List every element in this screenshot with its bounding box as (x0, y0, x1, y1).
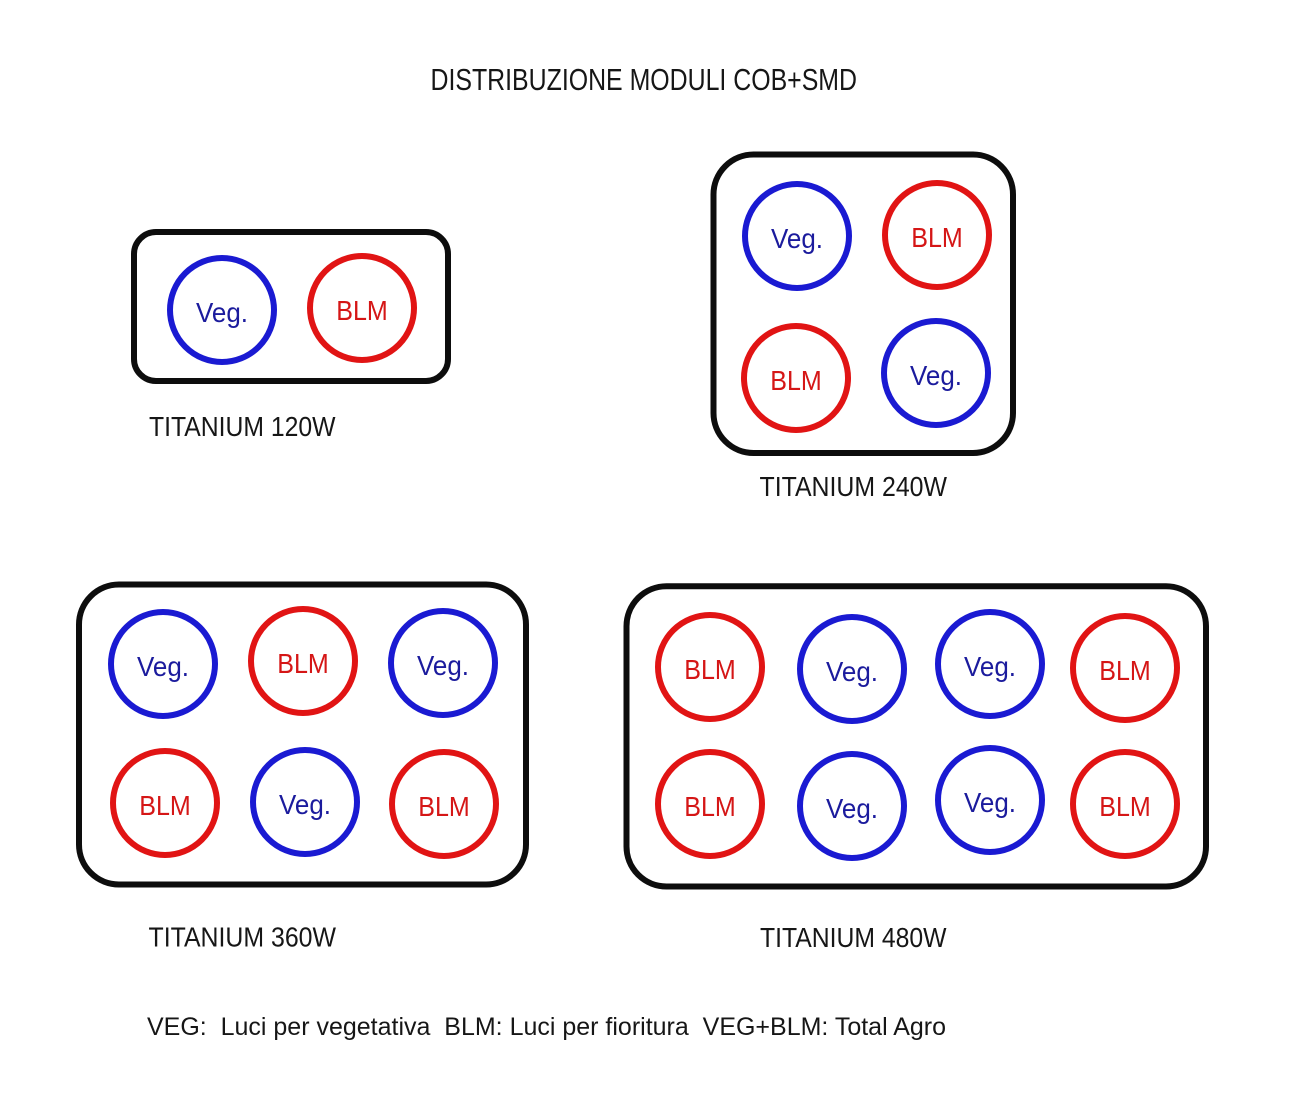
svg-text:Veg.: Veg. (279, 789, 331, 820)
svg-text:Veg.: Veg. (196, 297, 248, 328)
svg-text:BLM: BLM (1099, 655, 1151, 686)
svg-text:BLM: BLM (684, 654, 736, 685)
svg-text:Veg.: Veg. (137, 651, 189, 682)
svg-text:TITANIUM 240W: TITANIUM 240W (760, 471, 948, 502)
svg-text:Veg.: Veg. (826, 656, 878, 687)
svg-text:Veg.: Veg. (417, 650, 469, 681)
svg-text:BLM: BLM (418, 791, 470, 822)
svg-text:DISTRIBUZIONE MODULI COB+SMD: DISTRIBUZIONE MODULI COB+SMD (431, 63, 858, 97)
svg-text:VEG: Luci per vegetativa BLM: VEG: Luci per vegetativa BLM: Luci per f… (147, 1013, 946, 1041)
svg-text:TITANIUM 120W: TITANIUM 120W (149, 411, 336, 442)
svg-text:BLM: BLM (139, 790, 191, 821)
svg-text:Veg.: Veg. (771, 223, 823, 254)
svg-text:Veg.: Veg. (964, 787, 1016, 818)
svg-text:Veg.: Veg. (826, 793, 878, 824)
svg-text:Veg.: Veg. (964, 651, 1016, 682)
svg-text:TITANIUM 360W: TITANIUM 360W (149, 922, 337, 953)
svg-text:Veg.: Veg. (910, 360, 962, 391)
svg-text:BLM: BLM (684, 791, 736, 822)
svg-text:BLM: BLM (770, 365, 822, 396)
svg-text:BLM: BLM (1099, 791, 1151, 822)
svg-text:BLM: BLM (911, 222, 963, 253)
svg-text:BLM: BLM (277, 648, 329, 679)
svg-text:TITANIUM 480W: TITANIUM 480W (760, 922, 947, 953)
svg-text:BLM: BLM (336, 295, 388, 326)
